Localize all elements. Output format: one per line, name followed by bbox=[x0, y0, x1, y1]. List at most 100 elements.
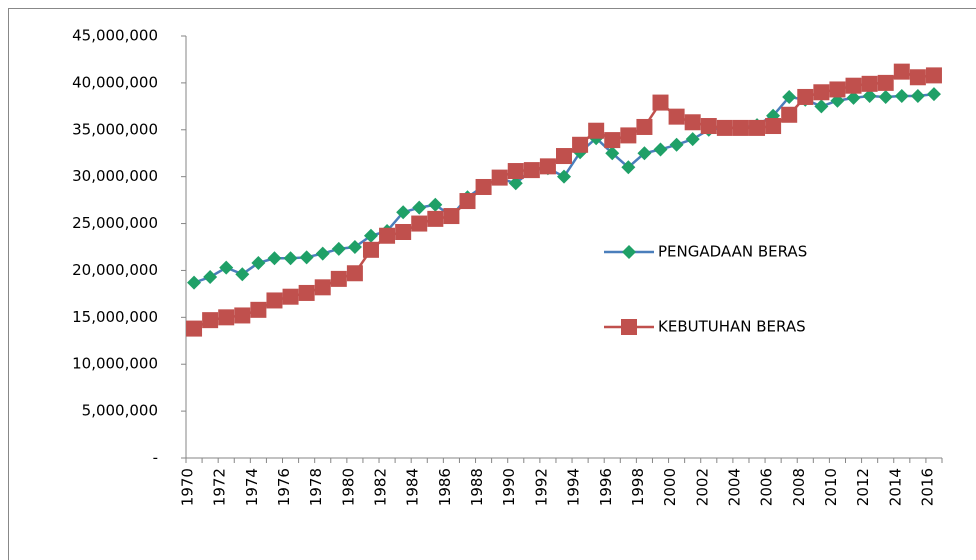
x-tick-label: 2000 bbox=[661, 468, 679, 506]
x-tick-label: 1976 bbox=[275, 468, 293, 506]
y-tick-label: 45,000,000 bbox=[72, 27, 158, 45]
point bbox=[700, 118, 717, 135]
point bbox=[797, 88, 814, 105]
point bbox=[653, 142, 668, 157]
x-tick-label: 1982 bbox=[372, 468, 390, 506]
x-tick-label: 1996 bbox=[597, 468, 615, 506]
point bbox=[716, 119, 733, 136]
x-tick-label: 2006 bbox=[758, 468, 776, 506]
point bbox=[283, 251, 298, 266]
point bbox=[926, 87, 941, 102]
point bbox=[347, 240, 362, 254]
x-tick-label: 1988 bbox=[468, 468, 486, 506]
point bbox=[862, 89, 877, 104]
point bbox=[909, 69, 926, 86]
point bbox=[782, 89, 797, 104]
x-tick-label: 1998 bbox=[629, 468, 647, 506]
point bbox=[878, 89, 893, 104]
point bbox=[732, 119, 749, 136]
point bbox=[861, 75, 878, 92]
point bbox=[845, 77, 862, 94]
x-tick-label: 1972 bbox=[211, 468, 229, 506]
point bbox=[781, 106, 798, 123]
point bbox=[621, 160, 636, 175]
y-tick-label: 30,000,000 bbox=[72, 167, 158, 185]
point bbox=[846, 90, 861, 105]
y-tick-label: 10,000,000 bbox=[72, 355, 158, 373]
x-tick-label: 1992 bbox=[532, 468, 550, 506]
point bbox=[637, 146, 652, 161]
point bbox=[427, 210, 444, 227]
point bbox=[572, 136, 589, 153]
x-tick-label: 1970 bbox=[179, 468, 197, 506]
point bbox=[814, 99, 829, 114]
point bbox=[508, 176, 523, 191]
point bbox=[428, 197, 443, 212]
y-tick-label: 25,000,000 bbox=[72, 214, 158, 232]
point bbox=[251, 255, 266, 270]
point bbox=[684, 114, 701, 131]
point bbox=[330, 270, 347, 287]
point bbox=[218, 309, 235, 326]
point bbox=[396, 205, 411, 220]
y-tick-label: 40,000,000 bbox=[72, 73, 158, 91]
x-tick-label: 1994 bbox=[565, 468, 583, 506]
point bbox=[250, 301, 267, 318]
point bbox=[315, 246, 330, 261]
point bbox=[829, 81, 846, 98]
point bbox=[669, 137, 684, 152]
point bbox=[749, 119, 766, 136]
point bbox=[187, 275, 202, 290]
point bbox=[331, 241, 346, 256]
x-tick-label: 1980 bbox=[339, 468, 357, 506]
point bbox=[235, 267, 250, 282]
point bbox=[395, 223, 412, 240]
x-tick-label: 1990 bbox=[500, 468, 518, 506]
x-tick-label: 2012 bbox=[854, 468, 872, 506]
x-tick-label: 2010 bbox=[822, 468, 840, 506]
point bbox=[507, 163, 524, 180]
point bbox=[346, 265, 363, 282]
point bbox=[523, 162, 540, 179]
x-tick-label: 2004 bbox=[725, 468, 743, 506]
point bbox=[412, 200, 427, 215]
y-tick-label: - bbox=[153, 449, 158, 467]
point bbox=[652, 94, 669, 111]
x-tick-label: 2014 bbox=[886, 468, 904, 506]
point bbox=[925, 67, 942, 84]
point bbox=[604, 132, 621, 149]
point bbox=[234, 307, 251, 324]
point bbox=[475, 178, 492, 195]
x-tick-label: 1974 bbox=[243, 468, 261, 506]
x-tick-label: 1978 bbox=[307, 468, 325, 506]
chart-border bbox=[8, 8, 976, 560]
x-tick-label: 2002 bbox=[693, 468, 711, 506]
point bbox=[557, 169, 571, 184]
point bbox=[282, 288, 299, 305]
point bbox=[893, 63, 910, 80]
point bbox=[668, 108, 685, 125]
point bbox=[266, 292, 283, 309]
point bbox=[202, 312, 219, 329]
legend-marker bbox=[622, 245, 636, 259]
point bbox=[186, 320, 203, 337]
point bbox=[203, 270, 218, 285]
x-tick-label: 1986 bbox=[436, 468, 454, 506]
point bbox=[314, 279, 331, 296]
legend-label: KEBUTUHAN BERAS bbox=[658, 318, 806, 336]
point bbox=[299, 250, 314, 265]
point bbox=[267, 251, 282, 266]
legend-label: PENGADAAN BERAS bbox=[658, 243, 807, 261]
y-tick-label: 5,000,000 bbox=[82, 402, 158, 420]
legend-marker bbox=[621, 319, 637, 335]
point bbox=[219, 260, 234, 275]
point bbox=[813, 84, 830, 101]
point bbox=[588, 122, 605, 139]
x-tick-label: 2008 bbox=[790, 468, 808, 506]
y-tick-label: 35,000,000 bbox=[72, 120, 158, 138]
y-tick-label: 20,000,000 bbox=[72, 261, 158, 279]
point bbox=[910, 89, 925, 104]
point bbox=[765, 118, 782, 135]
